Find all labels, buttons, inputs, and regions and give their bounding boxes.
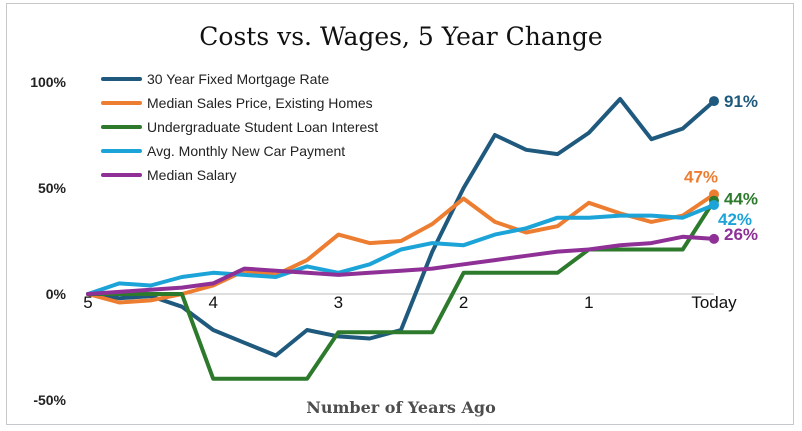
x-tick-label: 1	[584, 293, 593, 312]
series-line-3	[86, 203, 716, 296]
legend-label-3: Avg. Monthly New Car Payment	[147, 143, 345, 159]
x-tick-label: 3	[334, 293, 343, 312]
x-tick-label: 2	[459, 293, 468, 312]
y-tick-label: 100%	[30, 74, 66, 90]
series-line-2	[86, 198, 716, 381]
series-end-label-4: 26%	[724, 225, 758, 244]
legend-label-0: 30 Year Fixed Mortgage Rate	[147, 71, 329, 87]
y-tick-label: 0%	[46, 286, 67, 302]
legend-label-1: Median Sales Price, Existing Homes	[147, 95, 373, 111]
series-line-4	[86, 234, 716, 296]
chart-title: Costs vs. Wages, 5 Year Change	[199, 22, 603, 51]
series-end-label-2: 44%	[724, 190, 758, 209]
x-tick-label: Today	[691, 293, 737, 312]
series-end-marker-0	[709, 96, 719, 107]
series-end-marker-3	[709, 199, 719, 210]
y-tick-label: -50%	[33, 392, 66, 408]
legend-label-2: Undergraduate Student Loan Interest	[147, 119, 378, 135]
series-end-marker-4	[709, 233, 719, 244]
series-line-0	[86, 97, 716, 358]
series-end-label-1: 47%	[684, 167, 718, 186]
series-line-1	[86, 192, 716, 305]
legend-label-4: Median Salary	[147, 167, 237, 183]
x-axis-title: Number of Years Ago	[306, 398, 496, 417]
x-tick-label: 5	[83, 293, 92, 312]
series-end-label-3: 42%	[718, 210, 752, 229]
y-tick-label: 50%	[38, 180, 67, 196]
series-end-label-0: 91%	[724, 92, 758, 111]
chart-frame	[6, 3, 794, 425]
x-tick-label: 4	[208, 293, 217, 312]
